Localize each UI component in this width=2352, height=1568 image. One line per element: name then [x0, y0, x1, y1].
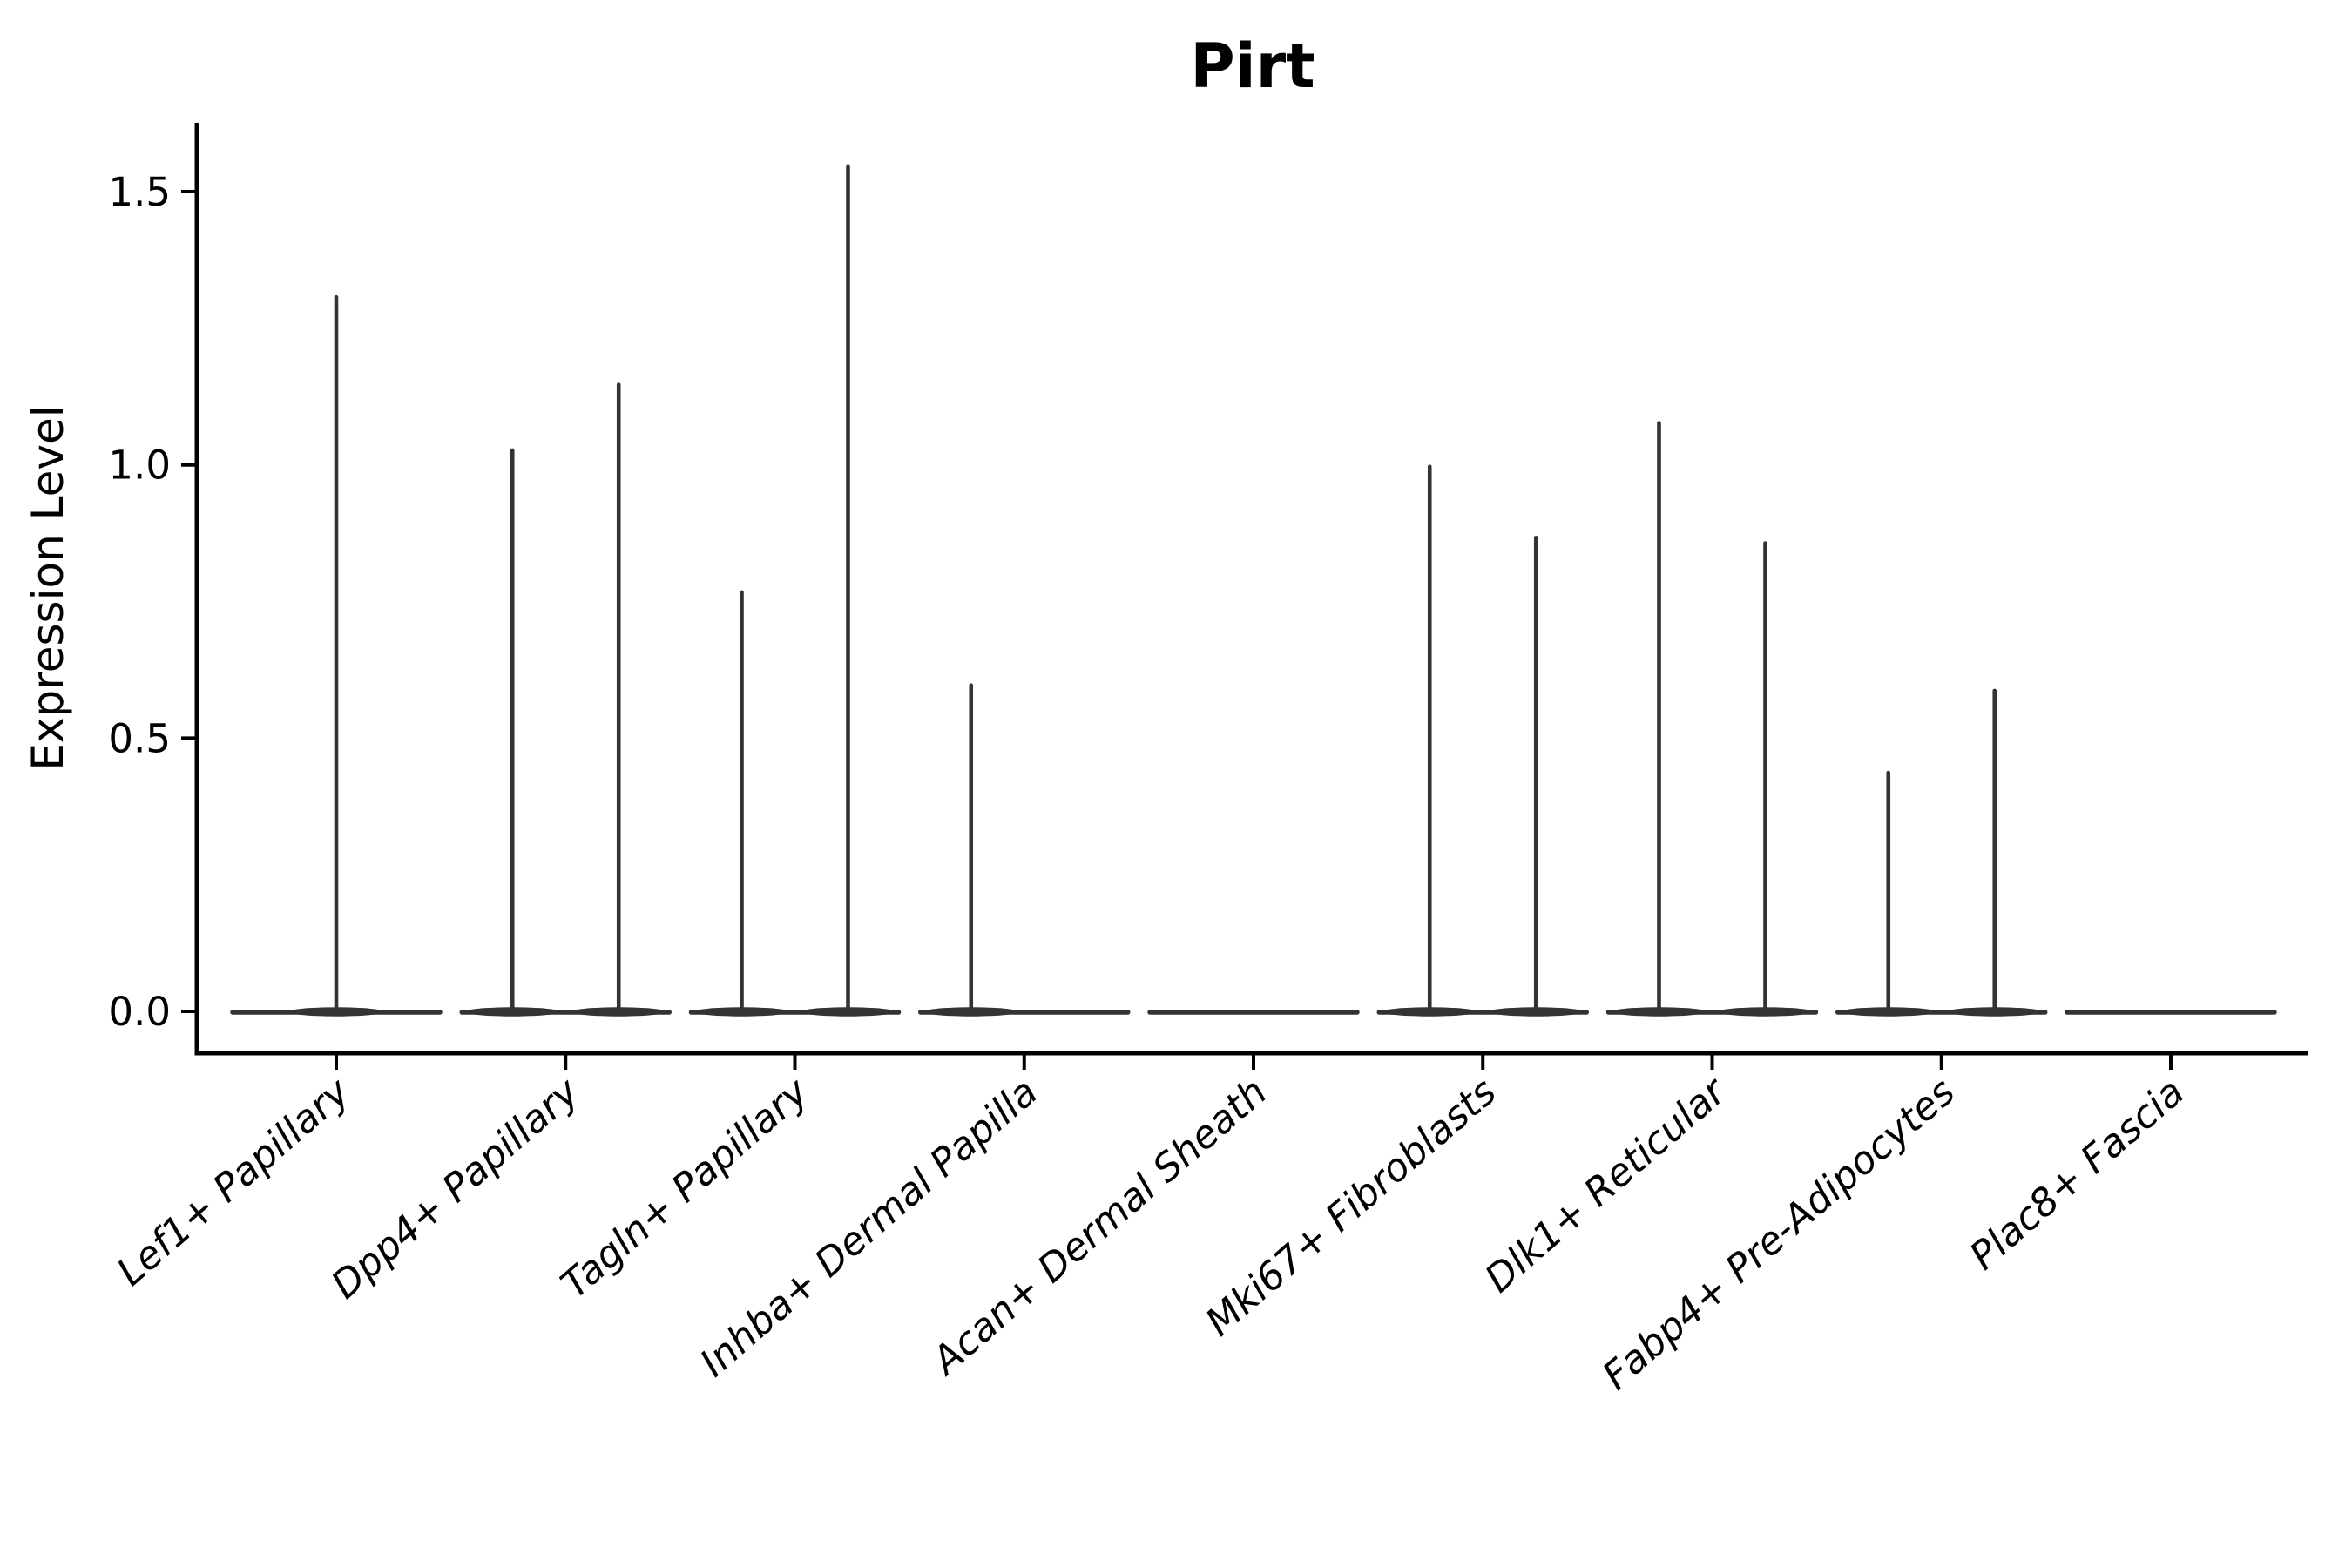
violin-category: [1835, 688, 2048, 1017]
x-tick-label: Lef1+ Papillary: [109, 1069, 359, 1294]
violin-category: [1376, 464, 1589, 1017]
y-tick-label: 1.0: [108, 443, 171, 489]
x-tick-label: Dlk1+ Reticular: [1477, 1068, 1735, 1301]
y-tick-label: 1.5: [108, 169, 171, 215]
chart-title: Pirt: [1190, 30, 1315, 102]
x-tick-label: Dpp4+ Papillary: [323, 1069, 588, 1308]
y-tick-label: 0.0: [108, 989, 171, 1035]
axes-spines: [194, 123, 2308, 1056]
x-tick-label: Tagln+ Papillary: [553, 1069, 818, 1308]
y-axis: 0.0 0.5 1.0 1.5: [108, 169, 197, 1035]
y-tick-label: 0.5: [108, 715, 171, 761]
violin-category: [1605, 421, 1819, 1017]
violin-category: [459, 382, 672, 1017]
violin-category: [688, 164, 902, 1017]
violin-category: [918, 683, 1131, 1017]
y-axis-title: Expression Level: [23, 405, 73, 770]
violin-category: [230, 294, 443, 1017]
violins-layer: [230, 164, 2277, 1017]
x-tick-label: Plac8+ Fascia: [1962, 1070, 2193, 1279]
